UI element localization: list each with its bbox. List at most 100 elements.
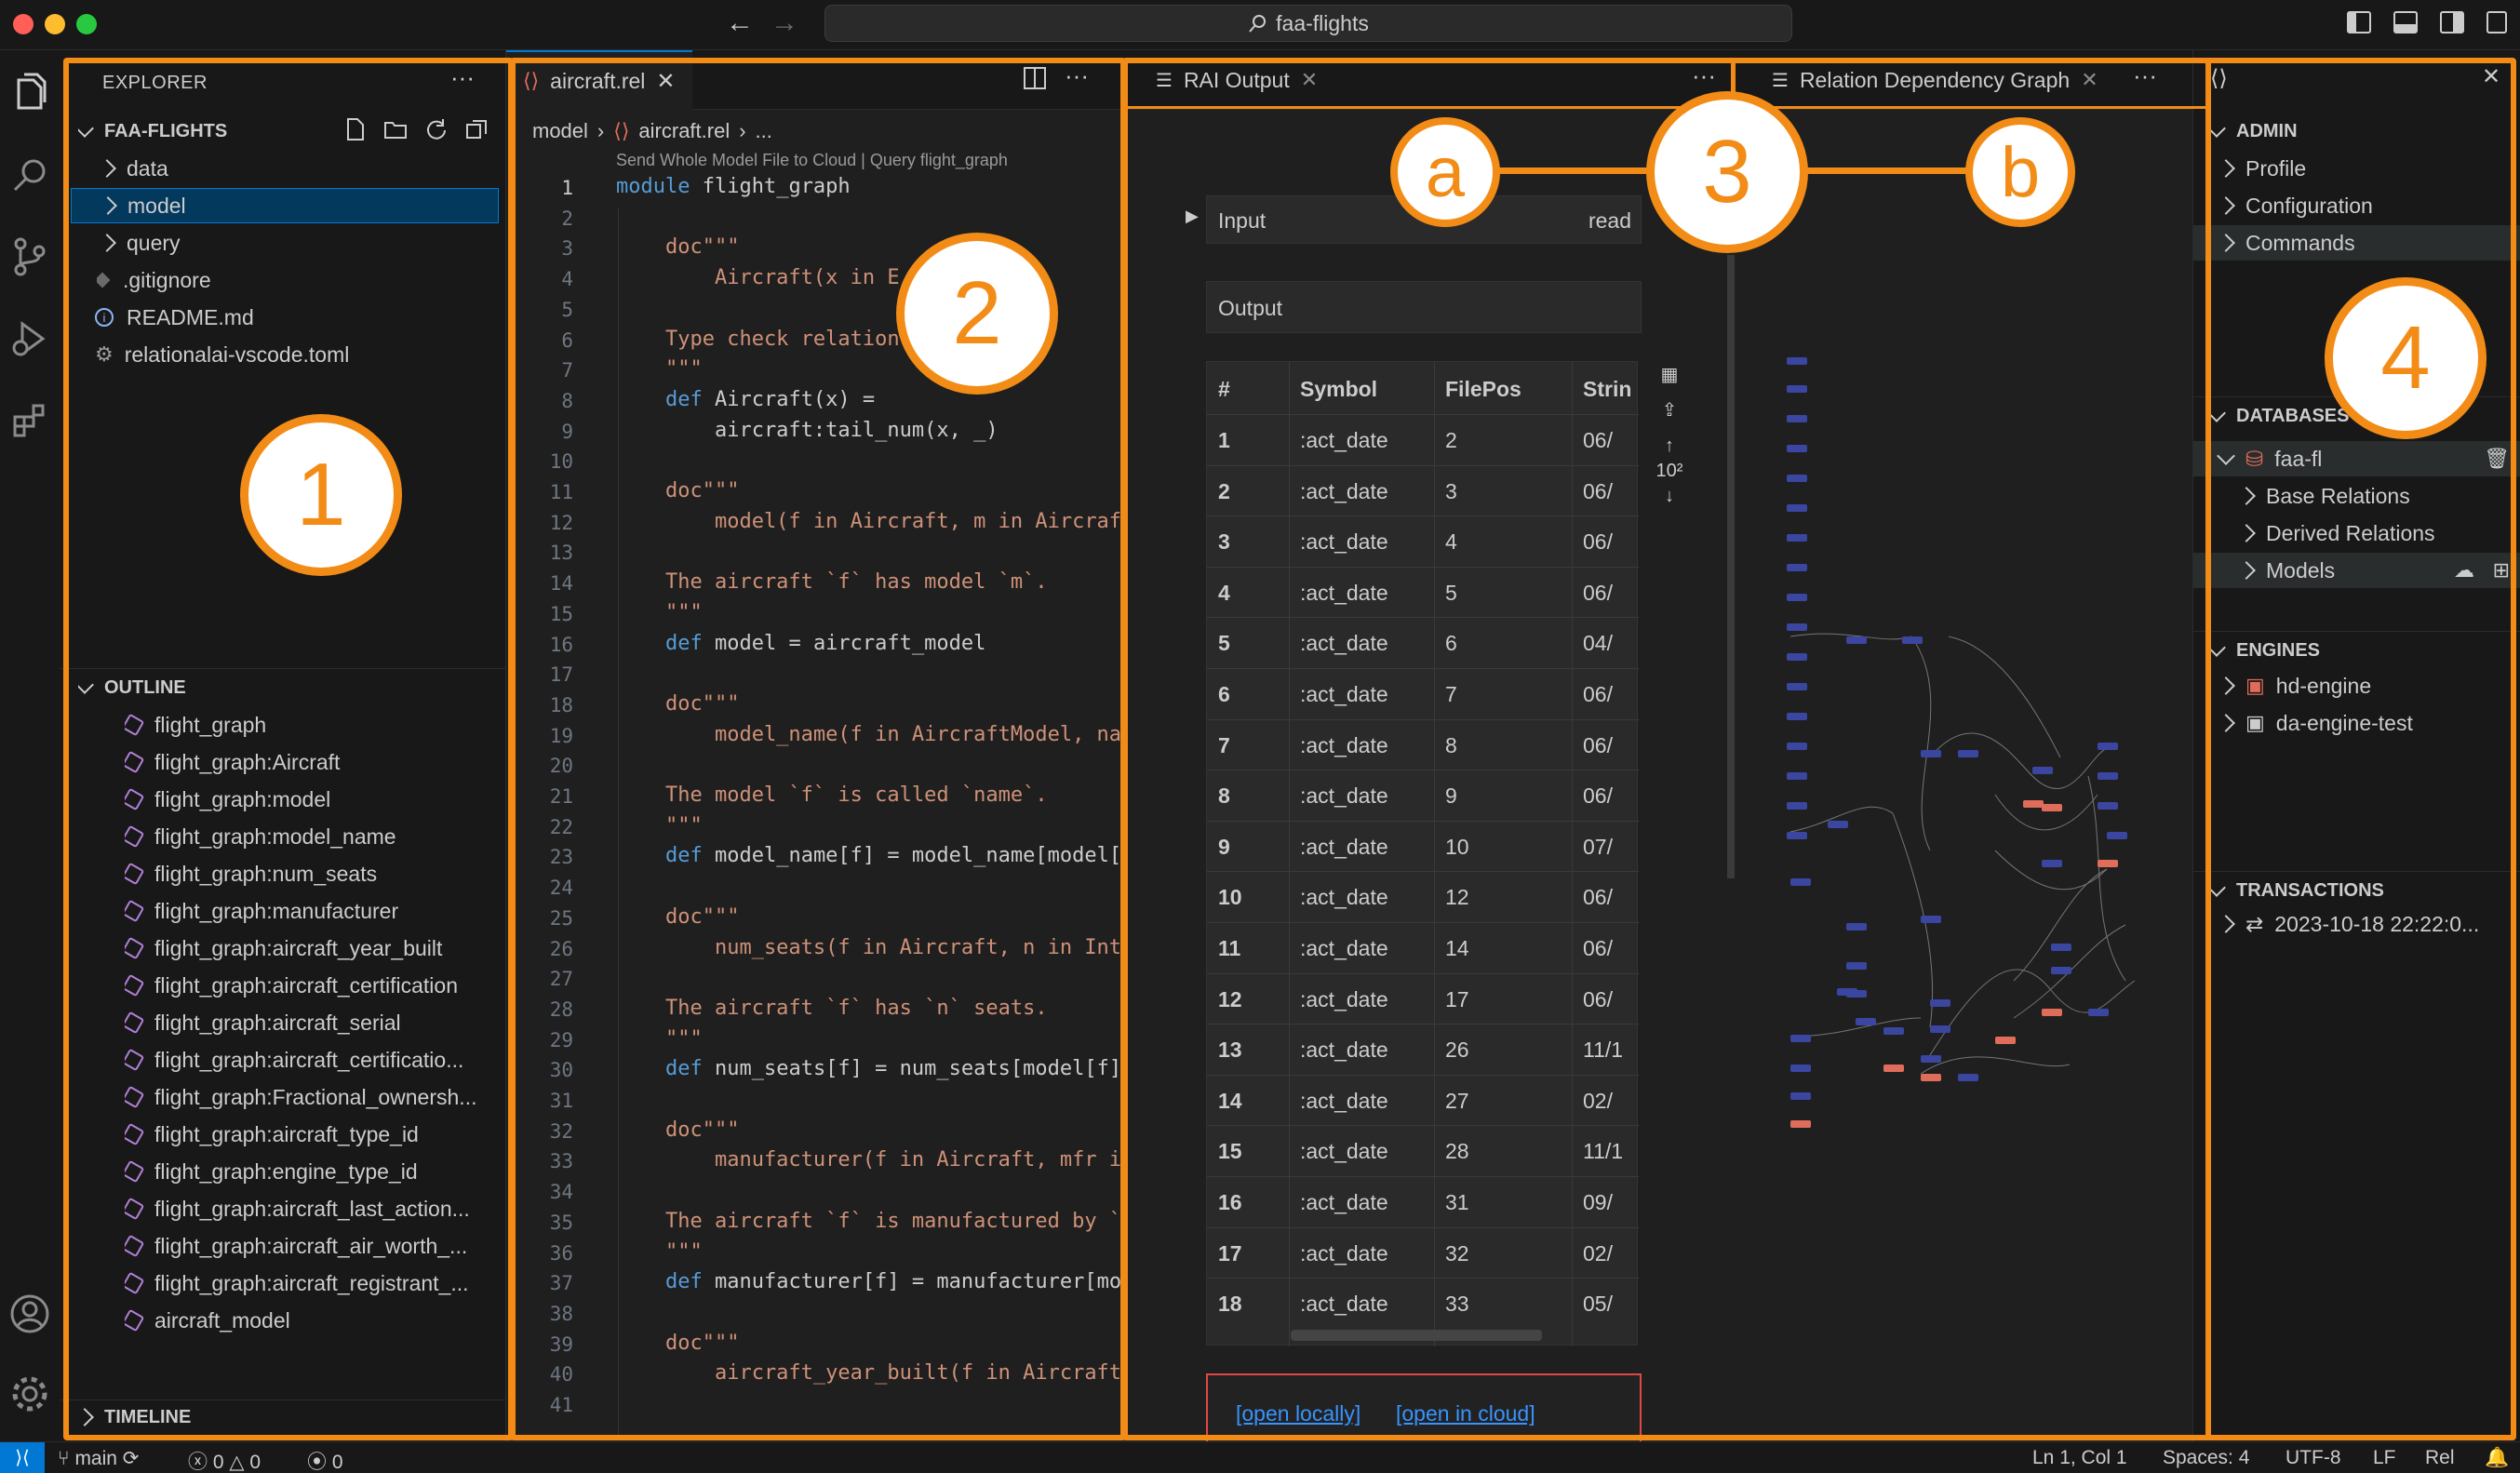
graph-node[interactable] xyxy=(2042,860,2062,867)
rai-more-icon[interactable]: ··· xyxy=(1692,61,1716,89)
graph-node[interactable] xyxy=(1787,683,1807,690)
table-row[interactable]: 8:act_date 9 06/ xyxy=(1207,770,1639,820)
code-line[interactable]: """ xyxy=(616,1239,703,1264)
graph-node[interactable] xyxy=(2051,944,2071,951)
code-line[interactable]: model(f in Aircraft, m in Aircraf xyxy=(616,509,1122,533)
explorer-more-icon[interactable]: ··· xyxy=(450,63,475,91)
table-row[interactable]: 17:act_date 32 02/ xyxy=(1207,1226,1639,1278)
graph-node[interactable] xyxy=(1958,750,1978,757)
split-editor-icon[interactable] xyxy=(1024,67,1046,89)
outline-item[interactable]: aircraft_model xyxy=(125,1303,506,1338)
customize-layout-icon[interactable] xyxy=(2486,11,2507,33)
graph-node[interactable] xyxy=(1790,1035,1811,1042)
timeline-header[interactable]: TIMELINE xyxy=(78,1399,191,1435)
graph-node[interactable] xyxy=(1930,1025,1950,1033)
command-center[interactable]: faa-flights xyxy=(824,5,1792,42)
ports-indicator[interactable]: ⦿ 0 xyxy=(307,1447,343,1473)
graph-node-highlighted[interactable] xyxy=(1883,1065,1904,1072)
graph-node-highlighted[interactable] xyxy=(2042,1009,2062,1016)
end-of-line[interactable]: LF xyxy=(2373,1447,2396,1468)
cursor-position[interactable]: Ln 1, Col 1 xyxy=(2032,1447,2127,1468)
grid-icon[interactable]: ▦ xyxy=(1660,365,1679,385)
admin-header[interactable]: ADMIN xyxy=(2210,114,2298,149)
admin-configuration[interactable]: Configuration xyxy=(2219,188,2373,223)
workspace-header[interactable]: FAA-FLIGHTS xyxy=(78,114,227,149)
graph-node[interactable] xyxy=(1921,916,1941,923)
new-folder-icon[interactable] xyxy=(383,117,408,141)
code-line[interactable]: def Aircraft(x) = xyxy=(664,387,876,411)
explorer-icon[interactable] xyxy=(7,71,52,115)
expand-triangle-icon[interactable]: ▶ xyxy=(1186,207,1199,225)
graph-node[interactable] xyxy=(1828,821,1848,828)
encoding[interactable]: UTF-8 xyxy=(2285,1447,2341,1468)
forward-arrow-icon[interactable]: → xyxy=(771,7,798,38)
admin-profile[interactable]: Profile xyxy=(2219,151,2306,186)
outline-item[interactable]: flight_graph xyxy=(125,707,506,743)
problems-indicator[interactable]: ⓧ 0 △ 0 xyxy=(188,1447,261,1473)
table-row[interactable]: 14:act_date 27 02/ xyxy=(1207,1074,1639,1125)
table-header-cell[interactable]: Symbol xyxy=(1300,377,1378,401)
code-line[interactable]: doc""" xyxy=(616,691,740,716)
outline-item[interactable]: flight_graph:model xyxy=(125,782,506,817)
graph-node[interactable] xyxy=(1787,415,1807,422)
table-row[interactable]: 18:act_date 33 05/ xyxy=(1207,1278,1639,1328)
tab-dependency-graph[interactable]: ☰ Relation Dependency Graph ✕ xyxy=(1766,50,2104,110)
table-header-cell[interactable]: FilePos xyxy=(1445,377,1521,401)
toggle-panel-icon[interactable] xyxy=(2393,11,2418,33)
indentation[interactable]: Spaces: 4 xyxy=(2163,1447,2250,1468)
zoom-window-button[interactable] xyxy=(76,14,97,34)
breadcrumb-item[interactable]: model xyxy=(532,119,588,142)
outline-header[interactable]: OUTLINE xyxy=(78,670,186,705)
horizontal-scrollbar[interactable] xyxy=(1291,1330,1542,1341)
db-base-relations[interactable]: Base Relations xyxy=(2240,478,2410,514)
outline-item[interactable]: flight_graph:model_name xyxy=(125,819,506,854)
graph-node[interactable] xyxy=(1790,1092,1811,1100)
close-icon[interactable]: ✕ xyxy=(1300,68,1319,91)
outline-item[interactable]: flight_graph:aircraft_registrant_... xyxy=(125,1265,506,1301)
code-line[interactable]: num_seats(f in Aircraft, n in Int xyxy=(616,935,1122,959)
outline-item[interactable]: flight_graph:aircraft_last_action... xyxy=(125,1191,506,1226)
outline-item[interactable]: flight_graph:engine_type_id xyxy=(125,1154,506,1189)
graph-node[interactable] xyxy=(1883,1027,1904,1035)
graph-node[interactable] xyxy=(1856,1018,1876,1025)
source-control-icon[interactable] xyxy=(7,234,52,279)
new-file-icon[interactable]: ⊞ xyxy=(2492,558,2510,582)
extensions-icon[interactable] xyxy=(7,398,52,443)
close-icon[interactable]: ✕ xyxy=(2482,64,2501,89)
cloud-upload-icon[interactable]: ☁ xyxy=(2454,558,2474,582)
manage-gear-icon[interactable] xyxy=(7,1372,52,1416)
breadcrumb-item[interactable]: aircraft.rel xyxy=(638,119,731,142)
graph-node[interactable] xyxy=(1921,1055,1941,1063)
table-row[interactable]: 16:act_date 31 09/ xyxy=(1207,1176,1639,1226)
graph-node[interactable] xyxy=(1958,1074,1978,1081)
code-line[interactable]: aircraft_year_built(f in Aircraft xyxy=(616,1361,1122,1386)
table-row[interactable]: 7:act_date 8 06/ xyxy=(1207,718,1639,770)
table-row[interactable]: 9:act_date 10 07/ xyxy=(1207,820,1639,871)
graph-node[interactable] xyxy=(1846,962,1867,970)
engine-hd[interactable]: ▣ hd-engine xyxy=(2219,668,2371,703)
database-item[interactable]: ⛁ faa-fl 🗑 xyxy=(2193,441,2520,476)
language-mode[interactable]: Rel xyxy=(2425,1447,2455,1468)
db-models[interactable]: Models ☁ ⊞ xyxy=(2193,553,2520,588)
arrow-down-icon[interactable]: ↓ xyxy=(1665,486,1674,506)
code-line[interactable]: aircraft:tail_num(x, _) xyxy=(616,418,999,442)
toggle-secondary-sidebar-icon[interactable] xyxy=(2440,11,2464,33)
outline-item[interactable]: flight_graph:manufacturer xyxy=(125,893,506,929)
editor-more-icon[interactable]: ··· xyxy=(1065,61,1089,89)
export-icon[interactable]: ⇪ xyxy=(1661,400,1678,421)
table-header-cell[interactable]: Strin xyxy=(1583,377,1632,401)
graph-node[interactable] xyxy=(1846,990,1867,998)
trash-icon[interactable]: 🗑 xyxy=(2484,447,2510,470)
graph-node-highlighted[interactable] xyxy=(2098,860,2118,867)
code-line[interactable]: manufacturer(f in Aircraft, mfr i xyxy=(616,1148,1122,1172)
transactions-header[interactable]: TRANSACTIONS xyxy=(2210,873,2384,908)
graph-node[interactable] xyxy=(1787,772,1807,780)
graph-node[interactable] xyxy=(1787,385,1807,393)
minimize-window-button[interactable] xyxy=(45,14,65,34)
tree-item-data[interactable]: data xyxy=(101,151,168,186)
graph-node[interactable] xyxy=(1930,999,1950,1007)
outline-item[interactable]: flight_graph:Aircraft xyxy=(125,744,506,780)
table-row[interactable]: 12:act_date 17 06/ xyxy=(1207,972,1639,1024)
code-line[interactable]: Aircraft(x in E xyxy=(616,266,900,290)
tab-aircraft-rel[interactable]: ⟨⟩ aircraft.rel ✕ xyxy=(506,50,692,110)
